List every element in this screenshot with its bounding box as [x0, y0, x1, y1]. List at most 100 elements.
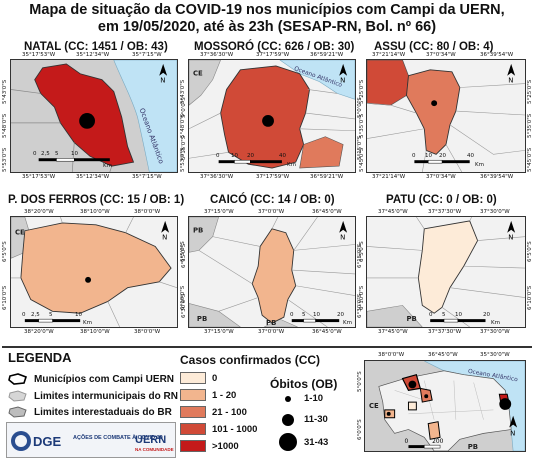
assu-bottom-tick-2: 36°39'54"W	[480, 174, 514, 180]
patu-scale-unit: Km	[491, 320, 500, 326]
ob-label-2: 31-43	[304, 437, 329, 448]
patu-scale-2: 10	[455, 312, 462, 318]
title-line-1: Mapa de situação da COVID-19 nos municíp…	[29, 2, 505, 18]
caico-pb-label-2: PB	[197, 315, 207, 323]
ob-dot-small	[285, 396, 291, 402]
pdosferros-bottom-tick-1: 38°10'0"W	[80, 329, 110, 335]
patu-north-arrow: N	[507, 220, 516, 242]
pdosferros-left-tick-0: 6°5'0"S	[2, 241, 8, 262]
ob-dot-large	[279, 433, 297, 451]
natal-scale-1: 2,5	[41, 151, 50, 157]
pdosferros-left-tick-1: 6°10'0"S	[2, 285, 8, 310]
caico-north-arrow: N	[339, 220, 348, 242]
natal-north-arrow: N	[159, 63, 168, 85]
assu-map: N 0 10 20 40 Km	[366, 59, 526, 173]
cc-label-4: >1000	[212, 441, 239, 452]
mossoro-scale-1: 10	[231, 153, 238, 159]
natal-map: Oceano Atlântico N 0 2,5 5 10 Km	[10, 59, 178, 173]
pdosferros-north-arrow: N	[161, 220, 170, 242]
pdosferros-ce-label: CE	[15, 229, 25, 237]
caico-bottom-tick-0: 37°15'0"W	[204, 329, 234, 335]
ob-dot-medium	[282, 414, 294, 426]
cc-legend-title: Casos confirmados (CC)	[180, 353, 321, 367]
caico-top-tick-2: 36°45'0"W	[312, 209, 342, 215]
cc-swatch-0	[180, 372, 206, 384]
overview-left-tick-1: 6°0'0"S	[357, 419, 363, 440]
caico-scale-2: 10	[313, 312, 320, 318]
pdosferros-map: CE N 0 2,5 5 10 Km	[10, 216, 178, 328]
legend-item-interstate: Limites interestaduais do BR	[8, 406, 172, 418]
natal-left-tick-2: 5°53'0"S	[2, 147, 8, 172]
cc-swatch-4	[180, 440, 206, 452]
caico-title: CAICÓ (CC: 14 / OB: 0)	[210, 194, 335, 206]
caico-top-tick-0: 37°15'0"W	[204, 209, 234, 215]
assu-bottom-tick-0: 37°21'14"W	[372, 174, 406, 180]
overview-top-tick-1: 36°45'0"W	[428, 352, 458, 358]
patu-bottom-tick-0: 37°45'0"W	[378, 329, 408, 335]
cc-label-1: 1 - 20	[212, 390, 237, 401]
patu-scale-0: 0	[429, 312, 433, 318]
natal-bottom-tick-2: 35°7'15"W	[132, 174, 162, 180]
overview-scale-1: 200	[432, 439, 444, 445]
assu-title: ASSU (CC: 80 / OB: 4)	[374, 41, 494, 53]
assu-left-tick-1: 5°35'0"S	[359, 113, 365, 138]
assu-top-tick-0: 37°21'14"W	[372, 52, 406, 58]
pdosferros-scale-unit: Km	[83, 320, 92, 326]
patu-scale-1: 5	[442, 312, 446, 318]
natal-title: NATAL (CC: 1451 / OB: 43)	[24, 41, 168, 53]
caico-left-tick-1: 6°30'0"S	[181, 293, 187, 318]
mossoro-top-tick-0: 37°36'30"W	[200, 52, 234, 58]
legend-title: LEGENDA	[8, 350, 72, 365]
legend-item-campi: Municípios com Campi UERN	[8, 373, 174, 385]
patu-right-tick-0: 6°5'0"S	[527, 241, 533, 262]
patu-title: PATU (CC: 0 / OB: 0)	[386, 194, 497, 206]
mossoro-bottom-tick-2: 36°59'21"W	[310, 174, 344, 180]
assu-scale-3: 40	[467, 153, 474, 159]
pdosferros-scale-2: 5	[49, 312, 53, 318]
ob-label-0: 1-10	[304, 393, 324, 404]
logos-panel: DGE AÇÕES DE COMBATE À COVID 19 UERN NA …	[6, 422, 176, 458]
patu-map: PB N 0 5 10 20 Km	[366, 216, 526, 328]
assu-right-tick-0: 5°25'0"S	[527, 79, 533, 104]
assu-top-tick-2: 36°39'54"W	[480, 52, 514, 58]
assu-scale-2: 20	[439, 153, 446, 159]
overview-pb-label: PB	[468, 443, 478, 451]
pdosferros-title: P. DOS FERROS (CC: 15 / OB: 1)	[8, 194, 185, 206]
mossoro-map: CE Oceano Atlântico N 0 10 20 40 Km	[188, 59, 356, 173]
mossoro-title: MOSSORÓ (CC: 626 / OB: 30)	[194, 41, 355, 53]
cc-label-2: 21 - 100	[212, 407, 247, 418]
mossoro-left-tick-1: 5°15'0"S	[181, 135, 187, 160]
patu-top-tick-0: 37°45'0"W	[378, 209, 408, 215]
caico-scale-unit: Km	[343, 320, 352, 326]
patu-scale-3: 20	[483, 312, 490, 318]
legend-item-intermunicipal-label: Limites intermunicipais do RN	[34, 390, 178, 402]
mossoro-ce-label: CE	[193, 70, 203, 78]
patu-left-tick-0: 6°5'0"S	[359, 241, 365, 262]
natal-top-tick-2: 35°7'15"W	[132, 52, 162, 58]
svg-text:PB: PB	[266, 319, 276, 327]
natal-scale-0: 0	[33, 151, 37, 157]
title-line-2: em 19/05/2020, até às 23h (SESAP-RN, Bol…	[97, 19, 437, 35]
assu-scale-1: 10	[425, 153, 432, 159]
mossoro-scale-3: 40	[279, 153, 286, 159]
pdosferros-top-tick-0: 38°20'0"W	[24, 209, 54, 215]
mossoro-scale-2: 20	[247, 153, 254, 159]
cc-label-3: 101 - 1000	[212, 424, 258, 435]
svg-text:N: N	[508, 77, 513, 85]
mossoro-top-tick-1: 37°17'59"W	[256, 52, 290, 58]
institution-logos: DGE AÇÕES DE COMBATE À COVID 19 UERN NA …	[11, 431, 174, 452]
assu-top-tick-1: 37°0'34"W	[426, 52, 456, 58]
acoes-logo-text: AÇÕES DE COMBATE À COVID 19	[73, 434, 163, 441]
legend-panel	[2, 346, 532, 460]
natal-left-tick-1: 5°48'0"S	[2, 113, 8, 138]
natal-scale-2: 5	[55, 151, 59, 157]
caico-scale-0: 0	[290, 312, 294, 318]
map-title: Mapa de situação da COVID-19 nos municíp…	[0, 2, 534, 36]
overview-top-tick-0: 38°0'0"W	[378, 352, 405, 358]
overview-top-tick-2: 35°30'0"W	[480, 352, 510, 358]
patu-left-tick-1: 6°10'0"S	[359, 285, 365, 310]
natal-bottom-tick-0: 35°17'53"W	[22, 174, 56, 180]
patu-bottom-tick-1: 37°37'30"W	[428, 329, 462, 335]
legend-item-campi-label: Municípios com Campi UERN	[34, 373, 175, 385]
pdosferros-scale-1: 2,5	[31, 312, 40, 318]
